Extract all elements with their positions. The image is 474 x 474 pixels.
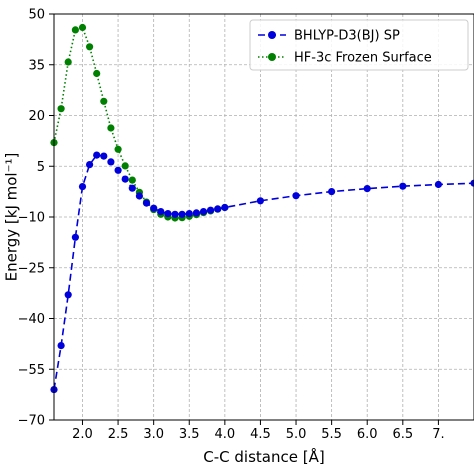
data-point-bhlyp-d3-bj-sp: [114, 166, 122, 174]
x-tick-label: 5.0: [286, 427, 307, 442]
data-point-bhlyp-d3-bj-sp: [171, 210, 179, 218]
data-point-hf-3c-frozen-surface: [128, 176, 136, 184]
data-point-hf-3c-frozen-surface: [93, 69, 101, 78]
x-tick-label: 3.0: [143, 427, 164, 442]
x-tick-label: 4.5: [250, 427, 271, 442]
data-point-bhlyp-d3-bj-sp: [199, 208, 208, 216]
data-point-bhlyp-d3-bj-sp: [292, 192, 300, 200]
data-point-bhlyp-d3-bj-sp: [214, 205, 222, 213]
y-tick-label: 5: [37, 160, 45, 175]
data-point-bhlyp-d3-bj-sp: [470, 179, 474, 187]
data-point-bhlyp-d3-bj-sp: [363, 185, 371, 193]
legend-box: [249, 19, 469, 71]
data-point-hf-3c-frozen-surface: [71, 26, 79, 34]
x-tick-label: 6.5: [392, 427, 413, 442]
y-tick-label: −70: [18, 414, 45, 429]
data-point-bhlyp-d3-bj-sp: [78, 183, 87, 191]
series-hf-3c-frozen-surface: [50, 23, 229, 222]
series-line-bhlyp-d3-bj-sp: [53, 154, 474, 390]
data-point-bhlyp-d3-bj-sp: [178, 210, 186, 218]
data-point-bhlyp-d3-bj-sp: [64, 291, 72, 299]
y-tick-label: −55: [18, 363, 45, 378]
data-point-bhlyp-d3-bj-sp: [164, 210, 172, 218]
series-bhlyp-d3-bj-sp: [50, 151, 474, 394]
data-point-hf-3c-frozen-surface: [86, 43, 94, 51]
data-point-bhlyp-d3-bj-sp: [86, 161, 94, 169]
data-point-hf-3c-frozen-surface: [64, 58, 72, 66]
data-point-bhlyp-d3-bj-sp: [185, 210, 193, 218]
data-point-hf-3c-frozen-surface: [78, 23, 87, 32]
data-point-bhlyp-d3-bj-sp: [157, 208, 165, 216]
data-point-hf-3c-frozen-surface: [57, 105, 65, 113]
y-tick-label: −10: [18, 211, 45, 226]
legend-entry-bhlyp: BHLYP-D3(BJ) SP: [258, 29, 400, 44]
data-point-bhlyp-d3-bj-sp: [221, 203, 229, 212]
x-tick-label: 3.5: [179, 427, 200, 442]
x-tick-label: 2.5: [108, 427, 129, 442]
x-axis-label: C-C distance [Å]: [203, 447, 324, 466]
y-tick-label: −40: [18, 312, 45, 327]
series-layer: [50, 23, 474, 394]
legend-marker-hf3c: [268, 53, 276, 61]
data-point-bhlyp-d3-bj-sp: [434, 180, 442, 189]
y-tick-label: −25: [18, 261, 45, 276]
x-tick-label: 5.5: [321, 427, 342, 442]
y-tick-label: 20: [28, 109, 45, 124]
data-point-bhlyp-d3-bj-sp: [121, 175, 129, 183]
data-point-hf-3c-frozen-surface: [107, 124, 115, 132]
data-point-bhlyp-d3-bj-sp: [399, 182, 407, 190]
data-point-bhlyp-d3-bj-sp: [150, 204, 158, 212]
data-point-bhlyp-d3-bj-sp: [93, 151, 101, 159]
data-point-hf-3c-frozen-surface: [121, 162, 129, 170]
data-point-bhlyp-d3-bj-sp: [142, 199, 151, 207]
legend-marker-bhlyp: [268, 31, 276, 39]
data-point-bhlyp-d3-bj-sp: [107, 158, 115, 166]
x-tick-label: 2.0: [72, 427, 93, 442]
legend: BHLYP-D3(BJ) SP HF-3c Frozen Surface: [249, 19, 469, 71]
legend-label-bhlyp: BHLYP-D3(BJ) SP: [294, 29, 400, 44]
y-tick-label: 35: [28, 58, 45, 73]
y-tick-label: 50: [28, 8, 45, 23]
data-point-hf-3c-frozen-surface: [100, 97, 108, 105]
data-point-bhlyp-d3-bj-sp: [192, 209, 200, 217]
data-point-bhlyp-d3-bj-sp: [207, 206, 215, 214]
data-point-bhlyp-d3-bj-sp: [256, 197, 264, 205]
legend-label-hf3c: HF-3c Frozen Surface: [294, 51, 432, 66]
data-point-bhlyp-d3-bj-sp: [57, 342, 65, 350]
data-point-bhlyp-d3-bj-sp: [328, 188, 336, 196]
data-point-hf-3c-frozen-surface: [114, 145, 122, 153]
data-point-bhlyp-d3-bj-sp: [71, 233, 79, 241]
x-tick-label: 6.0: [357, 427, 378, 442]
legend-entry-hf3c: HF-3c Frozen Surface: [258, 51, 432, 66]
tick-layer: 2.0 2.5 3.0 3.5 4.0 4.5 5.0 5.5 6.0 6.5 7. 50 35 20 5 −…: [18, 8, 445, 443]
data-point-bhlyp-d3-bj-sp: [128, 184, 136, 192]
y-axis-label: Energy [kJ mol⁻¹]: [3, 153, 21, 282]
data-point-bhlyp-d3-bj-sp: [135, 192, 143, 200]
data-point-bhlyp-d3-bj-sp: [100, 152, 108, 160]
x-tick-label: 4.0: [215, 427, 236, 442]
x-tick-label: 7.: [432, 427, 444, 442]
grid-layer: [54, 13, 474, 421]
